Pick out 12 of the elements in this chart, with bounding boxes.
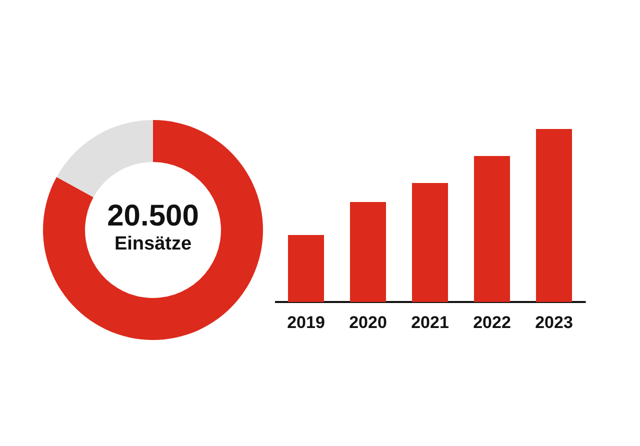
bar (350, 202, 386, 302)
x-tick-label: 2022 (473, 313, 511, 332)
bar (412, 182, 448, 302)
x-tick-label: 2019 (287, 313, 325, 332)
x-tick-label: 2020 (349, 313, 387, 332)
bar (288, 235, 324, 302)
bar (536, 129, 572, 302)
x-tick-label: 2023 (535, 313, 573, 332)
text: 20.500 (107, 200, 199, 232)
bar (474, 156, 510, 302)
x-tick-label: 2021 (411, 313, 449, 332)
text: Einsätze (114, 234, 192, 254)
